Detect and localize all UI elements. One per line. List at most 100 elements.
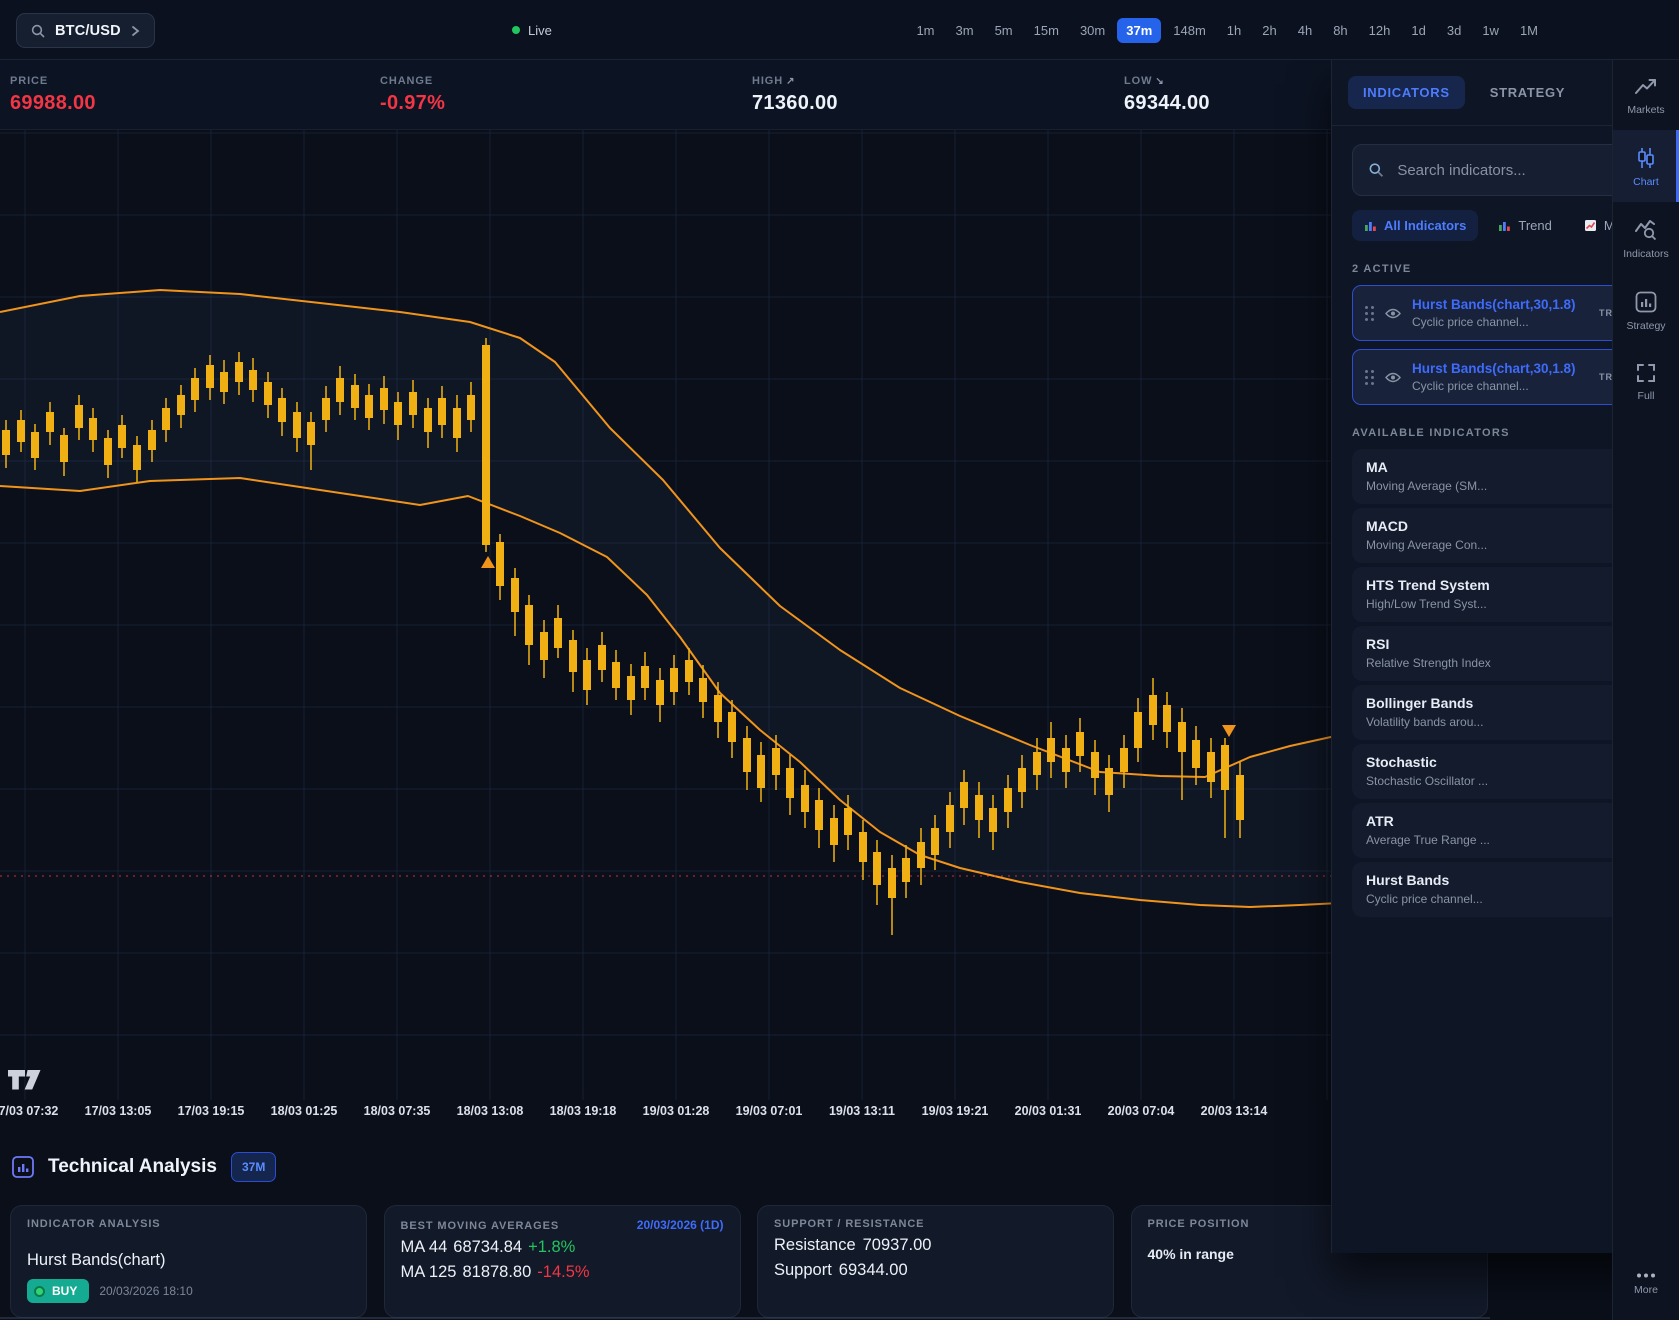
- timeframe-2h[interactable]: 2h: [1262, 22, 1277, 38]
- price-value: 69988.00: [10, 92, 96, 114]
- bar-chart-icon: [12, 1156, 34, 1178]
- sidebar-item-strategy[interactable]: Strategy: [1613, 274, 1679, 346]
- indicator-stochastic[interactable]: Stochastic Stochastic Oscillator ...: [1352, 744, 1642, 799]
- indicator-search[interactable]: [1352, 144, 1642, 196]
- live-dot-icon: [512, 26, 520, 34]
- bars-icon: [1499, 222, 1511, 231]
- timeframe-15m[interactable]: 15m: [1033, 22, 1059, 38]
- indicator-atr[interactable]: ATR Average True Range ...: [1352, 803, 1642, 858]
- symbol-selector[interactable]: BTC/USD: [16, 13, 155, 48]
- sidebar-item-full[interactable]: Full: [1613, 346, 1679, 416]
- ma-value: 68734.84: [453, 1238, 523, 1256]
- ma-date: 20/03/2026 (1D): [636, 1218, 724, 1232]
- sidebar-item-indicators[interactable]: Indicators: [1613, 202, 1679, 274]
- timeframe-1m[interactable]: 1m: [916, 22, 935, 38]
- chip-trend[interactable]: Trend: [1486, 210, 1563, 241]
- live-label: Live: [528, 22, 552, 38]
- strategy-chart-icon: [1635, 291, 1657, 313]
- signal-timestamp: 20/03/2026 18:10: [99, 1284, 193, 1298]
- search-icon: [1369, 163, 1384, 177]
- trend-line-icon: [1635, 79, 1656, 94]
- indicator-bollinger-bands[interactable]: Bollinger Bands Volatility bands arou...: [1352, 685, 1642, 740]
- timeframe-30m[interactable]: 30m: [1079, 22, 1106, 38]
- section-title: Technical Analysis: [48, 1156, 217, 1177]
- change-label: CHANGE: [380, 75, 434, 87]
- x-tick: 17/03 19:15: [177, 1104, 245, 1118]
- active-indicator-hurst-2[interactable]: Hurst Bands(chart,30,1.8) Cyclic price c…: [1352, 349, 1642, 405]
- active-indicator-hurst-1[interactable]: Hurst Bands(chart,30,1.8) Cyclic price c…: [1352, 285, 1642, 341]
- stat-low: LOW ↘ 69344.00: [1124, 75, 1210, 115]
- indicator-search-icon: [1635, 220, 1657, 241]
- low-label: LOW: [1124, 75, 1153, 87]
- high-label: HIGH: [752, 75, 784, 87]
- card-label: INDICATOR ANALYSIS: [27, 1218, 161, 1230]
- timeframe-8h[interactable]: 8h: [1333, 22, 1348, 38]
- drag-handle-icon[interactable]: [1365, 369, 1374, 385]
- timeframe-148m[interactable]: 148m: [1173, 22, 1206, 38]
- arrow-up-right-icon: ↗: [786, 76, 796, 87]
- ma-row: MA 125 81878.80 -14.5%: [401, 1263, 724, 1282]
- signal-dot-icon: [34, 1285, 45, 1297]
- panel-tabs: INDICATORS STRATEGY: [1332, 60, 1661, 126]
- timeframe-3m[interactable]: 3m: [955, 22, 974, 38]
- ma-change: +1.8%: [528, 1238, 576, 1256]
- low-value: 69344.00: [1124, 92, 1210, 114]
- trend-up-icon: [1584, 220, 1596, 231]
- indicators-panel: INDICATORS STRATEGY All Indicators Trend…: [1331, 60, 1669, 1253]
- moving-averages-card: BEST MOVING AVERAGES 20/03/2026 (1D) MA …: [383, 1205, 741, 1318]
- timeframe-3d[interactable]: 3d: [1446, 22, 1462, 38]
- sidebar-item-markets[interactable]: Markets: [1613, 60, 1679, 130]
- price-label: PRICE: [10, 75, 49, 87]
- technical-analysis-header: Technical Analysis 37M: [12, 1152, 277, 1182]
- x-tick: 18/03 13:08: [456, 1104, 524, 1118]
- ma-name: MA 44: [400, 1238, 448, 1256]
- indicator-rsi[interactable]: RSI Relative Strength Index: [1352, 626, 1642, 681]
- timeframe-1M[interactable]: 1M: [1519, 22, 1538, 38]
- x-tick: 19/03 01:28: [642, 1104, 710, 1118]
- x-tick: 18/03 07:35: [363, 1104, 431, 1118]
- horizontal-scrollbar[interactable]: [0, 1317, 1490, 1319]
- timeframe-4h[interactable]: 4h: [1297, 22, 1313, 38]
- eye-icon[interactable]: [1385, 372, 1401, 383]
- available-section-label: AVAILABLE INDICATORS: [1352, 427, 1510, 439]
- high-value: 71360.00: [752, 92, 838, 114]
- timeframe-1w[interactable]: 1w: [1482, 22, 1499, 38]
- timeframe-12h[interactable]: 12h: [1368, 22, 1391, 38]
- chip-all-indicators[interactable]: All Indicators: [1352, 210, 1479, 241]
- price-chart-area[interactable]: [0, 130, 1340, 1100]
- timeframe-1h[interactable]: 1h: [1226, 22, 1242, 38]
- search-icon: [31, 24, 45, 38]
- tradingview-logo-icon[interactable]: [8, 1070, 42, 1091]
- timeframe-5m[interactable]: 5m: [994, 22, 1013, 38]
- x-tick: 17/03 07:32: [0, 1104, 59, 1118]
- indicator-hts-trend-system[interactable]: HTS Trend System High/Low Trend Syst...: [1352, 567, 1642, 622]
- stat-price: PRICE 69988.00: [10, 75, 96, 115]
- indicator-hurst-bands[interactable]: Hurst Bands Cyclic price channel...: [1352, 862, 1642, 917]
- eye-icon[interactable]: [1385, 308, 1401, 319]
- ellipsis-icon: [1637, 1273, 1655, 1278]
- ma-change: -14.5%: [537, 1263, 590, 1281]
- timeframe-37m[interactable]: 37m: [1117, 17, 1162, 43]
- active-section-label: 2 ACTIVE: [1352, 263, 1412, 275]
- indicator-ma[interactable]: MA Moving Average (SM...: [1352, 449, 1642, 504]
- x-tick: 19/03 13:11: [828, 1104, 896, 1118]
- timeframe-badge: 37M: [230, 1152, 277, 1182]
- tab-indicators[interactable]: INDICATORS: [1348, 76, 1465, 109]
- drag-handle-icon[interactable]: [1365, 305, 1374, 321]
- timeframe-1d[interactable]: 1d: [1411, 22, 1426, 38]
- sidebar-item-more[interactable]: More: [1613, 1273, 1679, 1296]
- indicator-desc: Cyclic price channel...: [1412, 315, 1529, 329]
- price-chart[interactable]: [0, 130, 1340, 1100]
- indicator-macd[interactable]: MACD Moving Average Con...: [1352, 508, 1642, 563]
- tab-strategy[interactable]: STRATEGY: [1489, 85, 1566, 100]
- arrow-down-right-icon: ↘: [1155, 76, 1165, 87]
- stat-change: CHANGE -0.97%: [380, 75, 445, 115]
- indicator-analysis-card: INDICATOR ANALYSIS Hurst Bands(chart) BU…: [10, 1205, 367, 1318]
- buy-marker-icon: [481, 556, 495, 568]
- support-row: Support 69344.00: [774, 1261, 908, 1279]
- search-input[interactable]: [1395, 160, 1625, 180]
- x-tick: 18/03 01:25: [270, 1104, 338, 1118]
- x-axis: 17/03 07:32 17/03 13:05 17/03 19:15 18/0…: [0, 1104, 1340, 1126]
- app-sidebar: Markets Chart Indicators Strategy Fu: [1612, 60, 1679, 1320]
- sidebar-item-chart[interactable]: Chart: [1613, 130, 1679, 202]
